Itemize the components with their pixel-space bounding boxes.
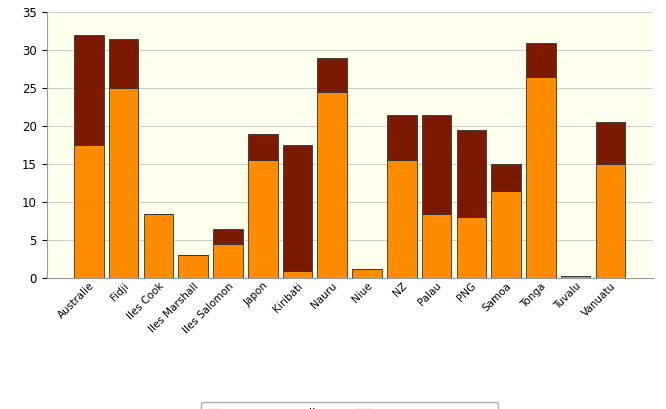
Bar: [595, 122, 625, 164]
Bar: [456, 130, 486, 217]
Bar: [109, 88, 139, 278]
Bar: [74, 145, 104, 278]
Bar: [595, 164, 625, 278]
Bar: [352, 269, 382, 278]
Bar: [283, 145, 312, 270]
Bar: [422, 115, 452, 213]
Bar: [74, 35, 104, 145]
Bar: [561, 276, 590, 278]
Bar: [178, 255, 208, 278]
Bar: [213, 244, 243, 278]
Bar: [283, 270, 312, 278]
Bar: [318, 92, 347, 278]
Bar: [422, 213, 452, 278]
Bar: [248, 160, 278, 278]
Bar: [456, 217, 486, 278]
Bar: [387, 115, 416, 160]
Legend: Versements directs, Autres versements: Versements directs, Autres versements: [201, 402, 498, 409]
Bar: [526, 77, 555, 278]
Bar: [492, 191, 521, 278]
Bar: [248, 134, 278, 160]
Bar: [109, 39, 139, 88]
Bar: [318, 58, 347, 92]
Bar: [492, 164, 521, 191]
Bar: [213, 229, 243, 244]
Bar: [387, 160, 416, 278]
Bar: [144, 213, 173, 278]
Bar: [526, 43, 555, 77]
